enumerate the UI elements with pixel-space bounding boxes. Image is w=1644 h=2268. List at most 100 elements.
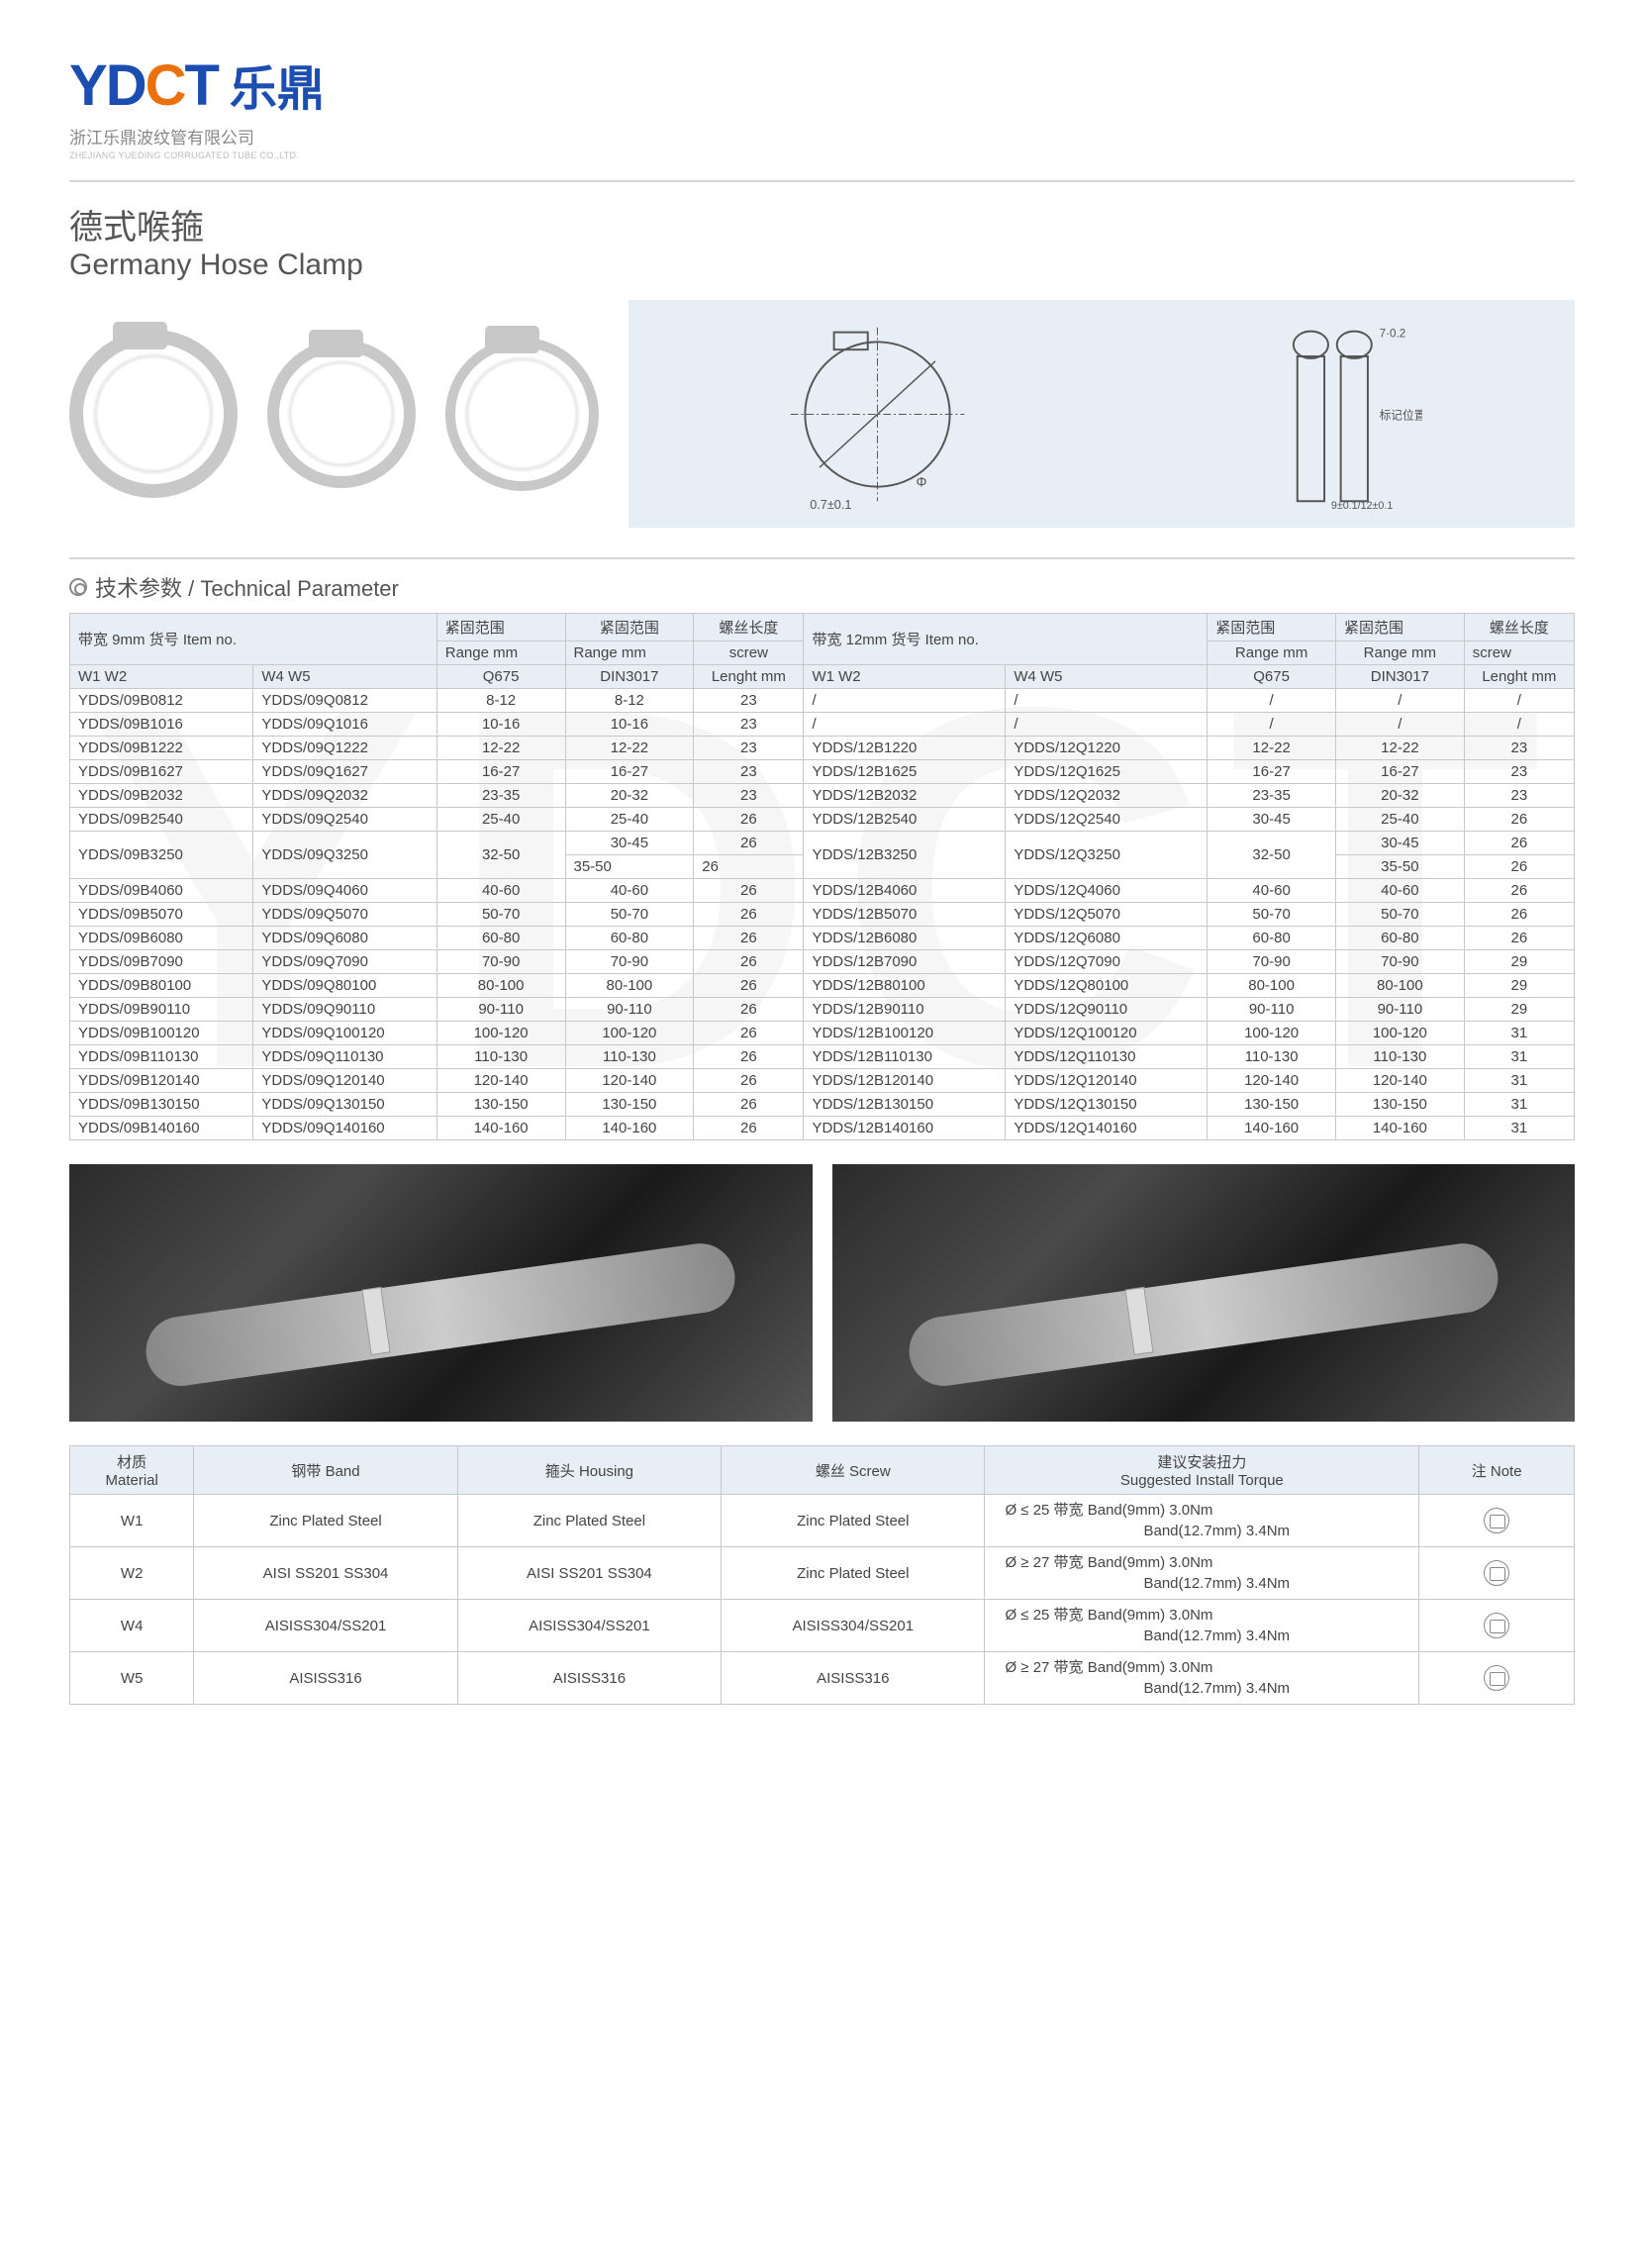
logo-c: C bbox=[145, 53, 185, 118]
table-header: W1 W2 bbox=[70, 665, 253, 689]
table-cell: 31 bbox=[1464, 1093, 1574, 1117]
table-row: YDDS/09B110130YDDS/09Q110130110-130110-1… bbox=[70, 1045, 1575, 1069]
company-name-cn: 浙江乐鼎波纹管有限公司 bbox=[69, 124, 1575, 148]
table-header: 螺丝 Screw bbox=[722, 1446, 985, 1495]
diagram-label: 9±0.1/12±0.1 bbox=[1331, 500, 1393, 511]
table-cell: YDDS/09B80100 bbox=[70, 974, 253, 998]
table-header: 紧固范围 bbox=[1208, 614, 1336, 641]
table-cell bbox=[1419, 1600, 1575, 1652]
table-cell: 130-150 bbox=[1335, 1093, 1464, 1117]
table-cell: 140-160 bbox=[436, 1117, 565, 1140]
table-cell: 26 bbox=[694, 998, 804, 1022]
table-cell: 8-12 bbox=[565, 689, 694, 713]
table-cell: / bbox=[1464, 689, 1574, 713]
table-row: YDDS/09B0812YDDS/09Q08128-128-1223///// bbox=[70, 689, 1575, 713]
table-cell: 23-35 bbox=[436, 784, 565, 808]
table-cell: 120-140 bbox=[436, 1069, 565, 1093]
table-cell: YDDS/09Q3250 bbox=[253, 832, 436, 879]
table-cell: 90-110 bbox=[436, 998, 565, 1022]
table-cell: 23-35 bbox=[1208, 784, 1336, 808]
table-row: YDDS/09B120140YDDS/09Q120140120-140120-1… bbox=[70, 1069, 1575, 1093]
table-cell: 26 bbox=[1464, 903, 1574, 927]
logo-t: T bbox=[184, 53, 217, 118]
table-cell: YDDS/09B4060 bbox=[70, 879, 253, 903]
table-cell: AISISS304/SS201 bbox=[194, 1600, 457, 1652]
table-cell: YDDS/12B120140 bbox=[804, 1069, 1006, 1093]
table-row: YDDS/09B130150YDDS/09Q130150130-150130-1… bbox=[70, 1093, 1575, 1117]
table-cell: 90-110 bbox=[565, 998, 694, 1022]
table-cell: YDDS/09B130150 bbox=[70, 1093, 253, 1117]
table-cell: YDDS/12B6080 bbox=[804, 927, 1006, 950]
table-cell: 31 bbox=[1464, 1022, 1574, 1045]
table-cell: W4 bbox=[70, 1600, 194, 1652]
page-title-en: Germany Hose Clamp bbox=[69, 248, 1575, 282]
table-cell: YDDS/09B2032 bbox=[70, 784, 253, 808]
table-header: 紧固范围 bbox=[1335, 614, 1464, 641]
table-cell: YDDS/12Q1625 bbox=[1006, 760, 1208, 784]
table-cell: YDDS/12Q1220 bbox=[1006, 737, 1208, 760]
table-cell: 10-16 bbox=[565, 713, 694, 737]
table-cell: YDDS/09Q90110 bbox=[253, 998, 436, 1022]
table-cell: YDDS/12B4060 bbox=[804, 879, 1006, 903]
table-cell: 60-80 bbox=[436, 927, 565, 950]
table-cell: 100-120 bbox=[436, 1022, 565, 1045]
table-cell: 50-70 bbox=[565, 903, 694, 927]
table-cell: 40-60 bbox=[1208, 879, 1336, 903]
note-icon bbox=[1484, 1508, 1509, 1533]
table-cell: YDDS/09B120140 bbox=[70, 1069, 253, 1093]
table-cell: 60-80 bbox=[1208, 927, 1336, 950]
table-header: Range mm bbox=[1208, 641, 1336, 665]
table-cell: YDDS/09Q1222 bbox=[253, 737, 436, 760]
table-cell: 100-120 bbox=[565, 1022, 694, 1045]
table-cell: / bbox=[804, 689, 1006, 713]
table-cell bbox=[1419, 1495, 1575, 1547]
table-cell: AISI SS201 SS304 bbox=[457, 1547, 721, 1600]
table-header: Range mm bbox=[565, 641, 694, 665]
table-cell: 25-40 bbox=[565, 808, 694, 832]
table-cell: YDDS/12B140160 bbox=[804, 1117, 1006, 1140]
table-row: YDDS/09B1016YDDS/09Q101610-1610-1623////… bbox=[70, 713, 1575, 737]
note-icon bbox=[1484, 1665, 1509, 1691]
table-cell: 40-60 bbox=[1335, 879, 1464, 903]
table-cell: YDDS/12B1220 bbox=[804, 737, 1006, 760]
table-cell: 90-110 bbox=[1208, 998, 1336, 1022]
table-cell: YDDS/09Q130150 bbox=[253, 1093, 436, 1117]
table-cell: YDDS/09Q2540 bbox=[253, 808, 436, 832]
bullet-icon bbox=[69, 578, 87, 596]
divider bbox=[69, 557, 1575, 559]
diagram-label: 7·0.2 bbox=[1379, 327, 1405, 340]
table-cell: 70-90 bbox=[436, 950, 565, 974]
table-cell: 32-50 bbox=[1208, 832, 1336, 879]
table-cell: 60-80 bbox=[1335, 927, 1464, 950]
table-cell: YDDS/09Q4060 bbox=[253, 879, 436, 903]
table-cell: 60-80 bbox=[565, 927, 694, 950]
table-cell: 31 bbox=[1464, 1117, 1574, 1140]
table-cell: 12-22 bbox=[1208, 737, 1336, 760]
company-name-en: ZHEJIANG YUEDING CORRUGATED TUBE CO.,LTD… bbox=[69, 150, 1575, 160]
table-cell: 120-140 bbox=[565, 1069, 694, 1093]
table-row: YDDS/09B1627YDDS/09Q162716-2716-2723YDDS… bbox=[70, 760, 1575, 784]
table-cell: YDDS/12Q80100 bbox=[1006, 974, 1208, 998]
table-cell: 26 bbox=[694, 879, 804, 903]
table-cell: YDDS/09B6080 bbox=[70, 927, 253, 950]
material-table: 材质Material 钢带 Band 箍头 Housing 螺丝 Screw 建… bbox=[69, 1445, 1575, 1705]
clamp-photo-1 bbox=[69, 330, 238, 498]
table-cell: YDDS/09Q80100 bbox=[253, 974, 436, 998]
table-row: YDDS/09B5070YDDS/09Q507050-7050-7026YDDS… bbox=[70, 903, 1575, 927]
table-cell: 110-130 bbox=[565, 1045, 694, 1069]
table-cell: YDDS/09B90110 bbox=[70, 998, 253, 1022]
table-cell: Zinc Plated Steel bbox=[722, 1547, 985, 1600]
table-cell: 30-45 bbox=[565, 832, 694, 855]
table-row: YDDS/09B2540YDDS/09Q254025-4025-4026YDDS… bbox=[70, 808, 1575, 832]
table-header: 紧固范围 bbox=[565, 614, 694, 641]
table-cell: 70-90 bbox=[565, 950, 694, 974]
table-row: W4AISISS304/SS201AISISS304/SS201AISISS30… bbox=[70, 1600, 1575, 1652]
table-cell: 110-130 bbox=[436, 1045, 565, 1069]
table-cell: YDDS/09B7090 bbox=[70, 950, 253, 974]
table-header: W1 W2 bbox=[804, 665, 1006, 689]
table-cell: 26 bbox=[694, 1022, 804, 1045]
table-cell: 80-100 bbox=[1335, 974, 1464, 998]
diagram-side-icon: 7·0.2 标记位置 9±0.1/12±0.1 bbox=[1249, 318, 1423, 511]
table-cell: 120-140 bbox=[1208, 1069, 1336, 1093]
table-cell: 26 bbox=[1464, 832, 1574, 855]
